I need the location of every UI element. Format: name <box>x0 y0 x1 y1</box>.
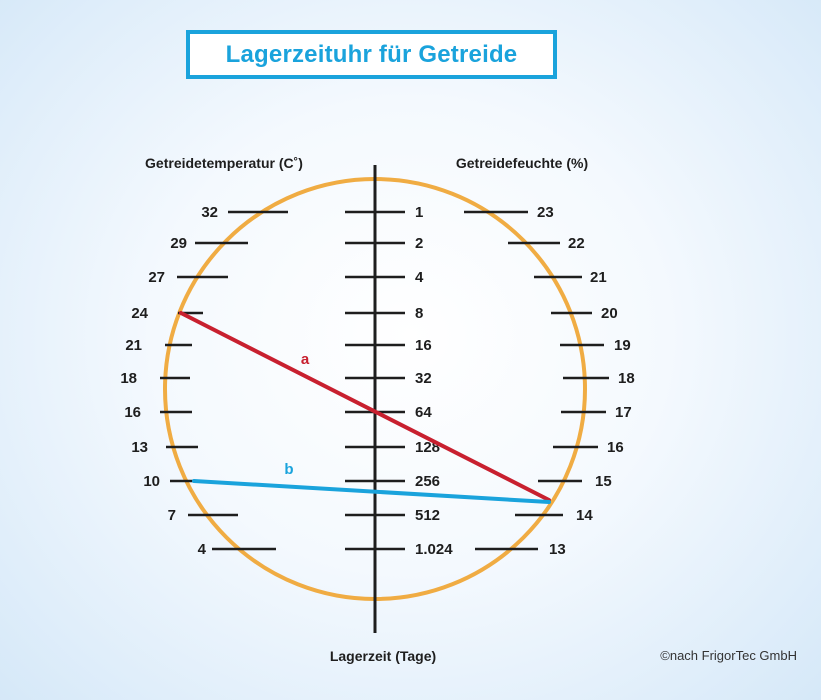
temperature-tick-label: 29 <box>170 235 187 252</box>
storage-time-tick-label: 2 <box>415 235 423 252</box>
temperature-scale-title: Getreidetemperatur (C˚) <box>145 155 303 171</box>
reading-lines: ab <box>179 311 551 504</box>
moisture-tick-label: 17 <box>615 404 632 421</box>
page-title: Lagerzeituhr für Getreide <box>225 40 518 68</box>
moisture-tick-label: 18 <box>618 370 635 387</box>
storage-time-scale-title: Lagerzeit (Tage) <box>330 648 436 664</box>
moisture-tick-label: 13 <box>549 541 566 558</box>
storage-time-tick-label: 64 <box>415 404 432 421</box>
moisture-tick-label: 15 <box>595 473 612 490</box>
moisture-tick-label: 22 <box>568 235 585 252</box>
storage-time-tick-label: 16 <box>415 337 432 354</box>
reading-line-label: a <box>301 351 310 368</box>
moisture-tick-label: 23 <box>537 204 554 221</box>
storage-time-tick-label: 32 <box>415 370 432 387</box>
moisture-scale-title: Getreidefeuchte (%) <box>456 155 588 171</box>
moisture-tick-label: 21 <box>590 269 607 286</box>
storage-time-tick-label: 1.024 <box>415 541 453 558</box>
storage-time-tick-label: 1 <box>415 204 423 221</box>
temperature-tick-label: 7 <box>168 507 176 524</box>
temperature-tick-label: 24 <box>131 305 148 322</box>
temperature-tick-label: 10 <box>143 473 160 490</box>
reading-line-b <box>192 479 551 504</box>
moisture-tick-label: 19 <box>614 337 631 354</box>
temperature-tick-label: 21 <box>125 337 142 354</box>
storage-time-tick-label: 256 <box>415 473 440 490</box>
copyright-notice: ©nach FrigorTec GmbH <box>660 648 797 663</box>
storage-time-tick-label: 8 <box>415 305 423 322</box>
title-box: Lagerzeituhr für Getreide <box>186 30 557 79</box>
temperature-scale: 32 29 27 24 21 18 16 13 10 7 4 <box>120 204 288 558</box>
temperature-tick-label: 4 <box>198 541 207 558</box>
moisture-tick-label: 16 <box>607 439 624 456</box>
storage-time-tick-label: 4 <box>415 269 424 286</box>
storage-time-tick-label: 512 <box>415 507 440 524</box>
temperature-tick-label: 18 <box>120 370 137 387</box>
temperature-tick-label: 13 <box>131 439 148 456</box>
temperature-tick-label: 16 <box>124 404 141 421</box>
reading-line-a <box>179 311 551 502</box>
reading-line-label: b <box>284 461 293 478</box>
moisture-tick-label: 20 <box>601 305 618 322</box>
moisture-tick-label: 14 <box>576 507 593 524</box>
temperature-tick-label: 27 <box>148 269 165 286</box>
temperature-tick-label: 32 <box>201 204 218 221</box>
